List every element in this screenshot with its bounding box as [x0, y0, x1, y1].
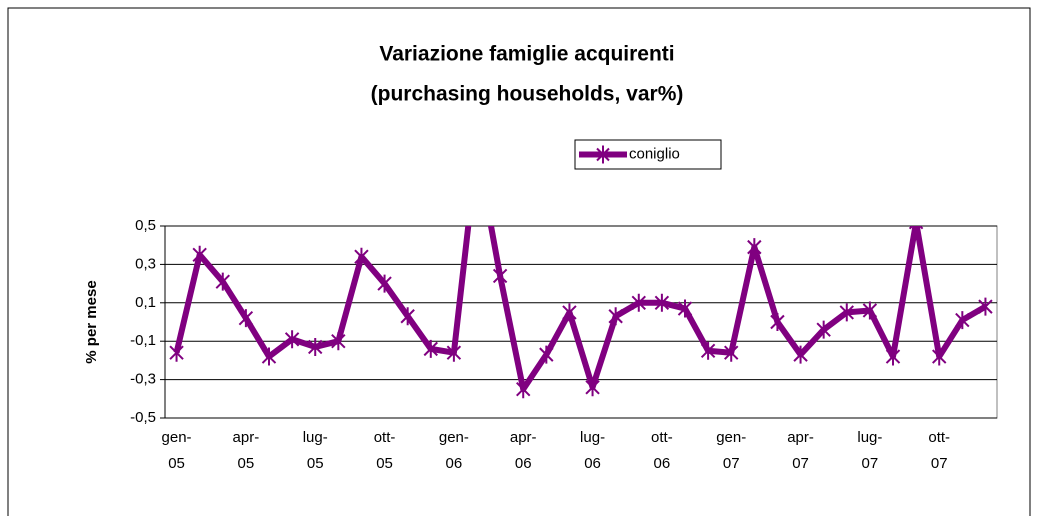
chart-frame: [7, 7, 1031, 516]
marker: [516, 380, 531, 399]
y-tick-label: 0,5: [135, 217, 156, 234]
x-tick-label: lug-06: [580, 429, 605, 472]
legend-marker: [596, 145, 610, 164]
marker: [539, 345, 554, 364]
marker: [215, 272, 230, 291]
marker: [862, 301, 878, 320]
marker: [631, 293, 646, 312]
marker: [932, 347, 947, 366]
line: [173, 226, 987, 393]
marker: [562, 303, 577, 322]
y-tick-label: 0,3: [135, 255, 156, 272]
marker: [446, 343, 462, 362]
x-tick-label: apr-06: [510, 429, 537, 472]
marker: [816, 320, 831, 339]
x-tick-label: lug-07: [857, 429, 882, 472]
chart-title: Variazione famiglie acquirenti: [379, 43, 674, 66]
x-tick-label: ott-07: [928, 429, 950, 472]
chart-subtitle: (purchasing households, var%): [371, 83, 684, 106]
marker: [585, 378, 600, 397]
marker: [492, 266, 508, 285]
y-axis-label: % per mese: [83, 280, 100, 363]
x-tick-label: ott-06: [651, 429, 673, 472]
series: [169, 140, 993, 399]
marker: [955, 311, 970, 330]
plot-area: [164, 225, 998, 419]
marker: [400, 307, 415, 326]
marker: [608, 307, 623, 326]
marker: [423, 339, 438, 358]
marker: [192, 245, 207, 264]
marker: [471, 140, 484, 158]
x-tick-label: lug-05: [303, 429, 328, 472]
y-tick-label: -0,5: [130, 409, 156, 426]
marker: [331, 332, 346, 351]
marker: [885, 347, 901, 366]
x-tick-label: gen-06: [439, 429, 469, 472]
x-tick-label: apr-07: [787, 429, 814, 472]
marker: [839, 303, 854, 322]
x-tick-label: ott-05: [374, 429, 396, 472]
marker: [308, 337, 323, 356]
marker: [377, 274, 392, 293]
marker: [747, 238, 762, 257]
x-tick-label: gen-07: [716, 429, 746, 472]
y-tick-label: 0,1: [135, 294, 156, 311]
marker: [354, 247, 369, 266]
marker: [238, 309, 254, 328]
marker: [169, 343, 184, 362]
marker: [770, 313, 785, 331]
y-tick-label: -0,3: [130, 371, 156, 388]
marker: [978, 297, 993, 316]
x-tick-label: gen-05: [162, 429, 192, 472]
marker: [700, 341, 716, 360]
marker: [724, 343, 739, 362]
legend-label: coniglio: [629, 145, 680, 162]
marker: [261, 347, 277, 366]
marker: [677, 299, 693, 318]
marker: [284, 330, 300, 349]
marker: [654, 293, 670, 312]
marker: [793, 345, 808, 364]
marker: [908, 226, 924, 232]
x-tick-label: apr-05: [233, 429, 260, 472]
y-tick-label: -0,1: [130, 332, 156, 349]
